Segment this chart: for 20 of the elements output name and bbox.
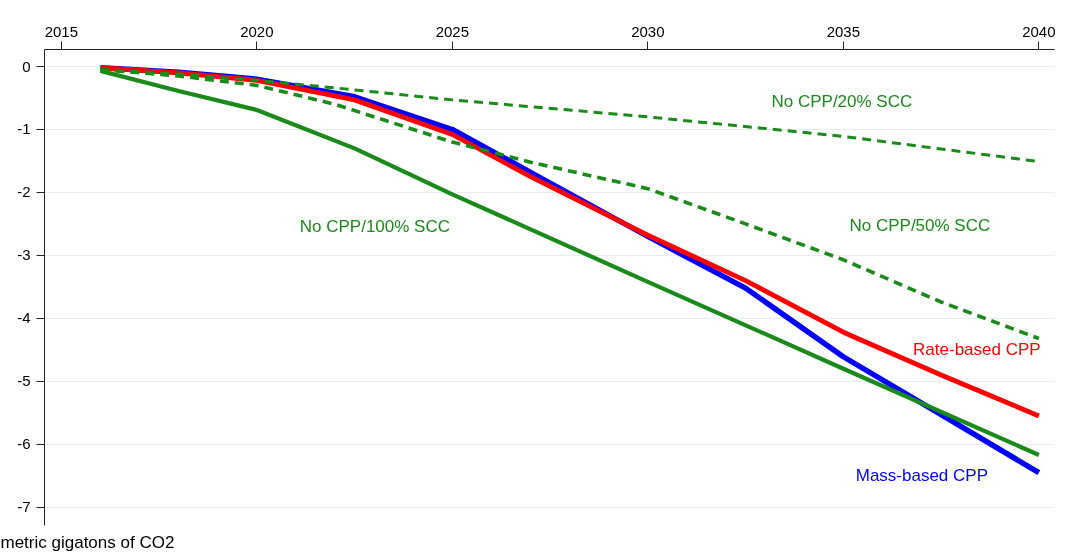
x-tick-label: 2035 (826, 22, 861, 40)
y-tick-label: -6 (17, 435, 31, 453)
y-tick-label: -3 (17, 246, 31, 264)
y-tick-label: -5 (17, 372, 31, 390)
y-tick-label: -1 (17, 120, 31, 138)
y-tick-label: -2 (17, 183, 31, 201)
x-tick-label: 2015 (44, 22, 78, 40)
y-tick-label: 0 (22, 57, 31, 75)
x-tick-label: 2020 (240, 22, 274, 40)
y-tick-label: -4 (17, 309, 31, 327)
x-tick-label: 2025 (435, 22, 470, 40)
x-tick-label: 2030 (631, 22, 665, 40)
series-label: Mass-based CPP (855, 466, 988, 486)
series-label: No CPP/100% SCC (299, 217, 450, 237)
series-label: Rate-based CPP (913, 340, 1041, 360)
y-tick-label: -7 (17, 498, 31, 516)
series-label: No CPP/50% SCC (849, 216, 991, 235)
y-axis-title: metric gigatons of CO2 (0, 532, 175, 552)
series-label: No CPP/20% SCC (771, 92, 913, 112)
x-tick-label: 2040 (1022, 22, 1056, 40)
